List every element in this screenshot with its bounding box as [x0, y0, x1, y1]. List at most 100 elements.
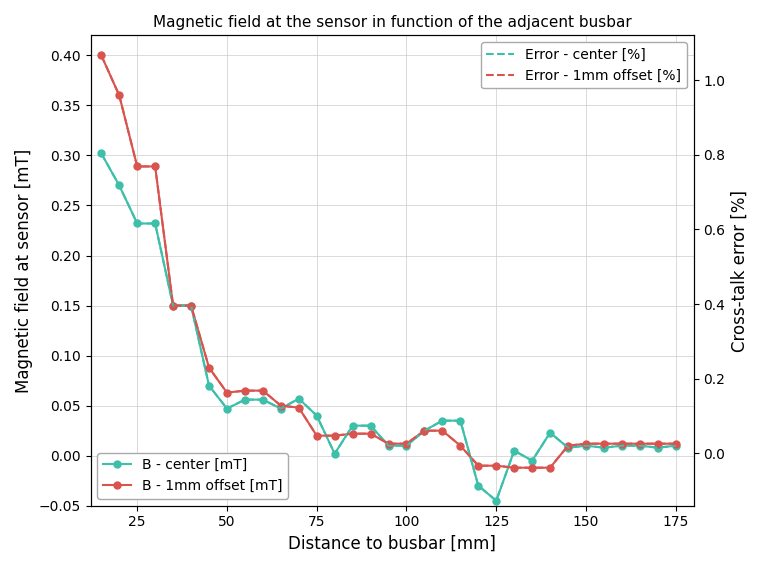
- Error - 1mm offset [%]: [151, 163, 160, 170]
- B - center [mT]: [97, 150, 106, 157]
- B - center [mT]: [348, 422, 358, 429]
- Error - center [%]: [384, 442, 393, 449]
- B - center [mT]: [277, 405, 286, 412]
- Error - center [%]: [205, 382, 214, 389]
- B - center [mT]: [366, 422, 375, 429]
- Line: Error - center [%]: Error - center [%]: [102, 153, 676, 501]
- B - 1mm offset [mT]: [258, 387, 267, 394]
- Error - 1mm offset [%]: [133, 163, 142, 170]
- Error - center [%]: [672, 442, 681, 449]
- Error - 1mm offset [%]: [115, 92, 124, 99]
- B - center [mT]: [492, 498, 501, 504]
- B - 1mm offset [mT]: [133, 163, 142, 170]
- B - 1mm offset [mT]: [294, 404, 303, 411]
- Error - center [%]: [241, 396, 250, 403]
- B - 1mm offset [mT]: [528, 464, 537, 471]
- B - 1mm offset [mT]: [510, 464, 519, 471]
- B - 1mm offset [mT]: [205, 364, 214, 371]
- B - 1mm offset [mT]: [402, 440, 411, 447]
- Error - 1mm offset [%]: [294, 404, 303, 411]
- Error - 1mm offset [%]: [186, 302, 196, 309]
- Y-axis label: Magnetic field at sensor [mT]: Magnetic field at sensor [mT]: [15, 148, 33, 392]
- Error - 1mm offset [%]: [653, 440, 662, 447]
- Error - 1mm offset [%]: [600, 440, 609, 447]
- B - center [mT]: [258, 396, 267, 403]
- B - 1mm offset [mT]: [151, 163, 160, 170]
- B - center [mT]: [474, 482, 483, 489]
- Error - 1mm offset [%]: [205, 364, 214, 371]
- B - center [mT]: [510, 447, 519, 454]
- B - 1mm offset [mT]: [186, 302, 196, 309]
- B - 1mm offset [mT]: [169, 302, 178, 309]
- Error - 1mm offset [%]: [420, 427, 429, 434]
- B - 1mm offset [mT]: [241, 387, 250, 394]
- Error - 1mm offset [%]: [492, 462, 501, 469]
- Error - 1mm offset [%]: [348, 430, 358, 437]
- B - 1mm offset [mT]: [545, 464, 555, 471]
- B - 1mm offset [mT]: [456, 442, 465, 449]
- Error - 1mm offset [%]: [312, 432, 322, 439]
- Error - 1mm offset [%]: [241, 387, 250, 394]
- B - center [mT]: [600, 444, 609, 451]
- B - 1mm offset [mT]: [330, 432, 339, 439]
- Error - 1mm offset [%]: [330, 432, 339, 439]
- Error - center [%]: [617, 442, 626, 449]
- Error - 1mm offset [%]: [474, 462, 483, 469]
- B - 1mm offset [mT]: [222, 389, 231, 396]
- Error - center [%]: [492, 498, 501, 504]
- Line: B - 1mm offset [mT]: B - 1mm offset [mT]: [98, 52, 679, 471]
- Error - 1mm offset [%]: [277, 402, 286, 409]
- Error - center [%]: [312, 412, 322, 419]
- B - center [mT]: [528, 457, 537, 464]
- Error - center [%]: [151, 220, 160, 227]
- Error - 1mm offset [%]: [438, 427, 447, 434]
- Line: Error - 1mm offset [%]: Error - 1mm offset [%]: [102, 55, 676, 467]
- B - 1mm offset [mT]: [277, 402, 286, 409]
- Error - center [%]: [438, 417, 447, 424]
- B - center [mT]: [133, 220, 142, 227]
- B - 1mm offset [mT]: [115, 92, 124, 99]
- Error - center [%]: [474, 482, 483, 489]
- B - 1mm offset [mT]: [474, 462, 483, 469]
- Error - center [%]: [348, 422, 358, 429]
- Error - center [%]: [420, 427, 429, 434]
- B - center [mT]: [564, 444, 573, 451]
- Error - 1mm offset [%]: [545, 464, 555, 471]
- Error - center [%]: [186, 302, 196, 309]
- B - 1mm offset [mT]: [384, 440, 393, 447]
- Error - 1mm offset [%]: [402, 440, 411, 447]
- B - 1mm offset [mT]: [564, 442, 573, 449]
- Legend: Error - center [%], Error - 1mm offset [%]: Error - center [%], Error - 1mm offset […: [481, 42, 687, 89]
- Error - 1mm offset [%]: [617, 440, 626, 447]
- B - center [mT]: [241, 396, 250, 403]
- B - center [mT]: [653, 444, 662, 451]
- Error - center [%]: [564, 444, 573, 451]
- Error - 1mm offset [%]: [672, 440, 681, 447]
- B - 1mm offset [mT]: [438, 427, 447, 434]
- B - center [mT]: [151, 220, 160, 227]
- B - 1mm offset [mT]: [653, 440, 662, 447]
- Error - 1mm offset [%]: [258, 387, 267, 394]
- Error - center [%]: [456, 417, 465, 424]
- Title: Magnetic field at the sensor in function of the adjacent busbar: Magnetic field at the sensor in function…: [153, 15, 632, 30]
- B - 1mm offset [mT]: [672, 440, 681, 447]
- B - 1mm offset [mT]: [420, 427, 429, 434]
- B - 1mm offset [mT]: [600, 440, 609, 447]
- Error - 1mm offset [%]: [581, 440, 591, 447]
- B - center [mT]: [330, 450, 339, 457]
- B - center [mT]: [545, 429, 555, 436]
- B - center [mT]: [205, 382, 214, 389]
- B - 1mm offset [mT]: [581, 440, 591, 447]
- B - 1mm offset [mT]: [617, 440, 626, 447]
- B - 1mm offset [mT]: [97, 52, 106, 59]
- Error - 1mm offset [%]: [97, 52, 106, 59]
- B - 1mm offset [mT]: [348, 430, 358, 437]
- Error - 1mm offset [%]: [169, 302, 178, 309]
- Error - center [%]: [636, 442, 645, 449]
- Error - center [%]: [97, 150, 106, 157]
- Error - 1mm offset [%]: [366, 430, 375, 437]
- B - center [mT]: [636, 442, 645, 449]
- B - center [mT]: [115, 182, 124, 189]
- B - center [mT]: [617, 442, 626, 449]
- Error - center [%]: [115, 182, 124, 189]
